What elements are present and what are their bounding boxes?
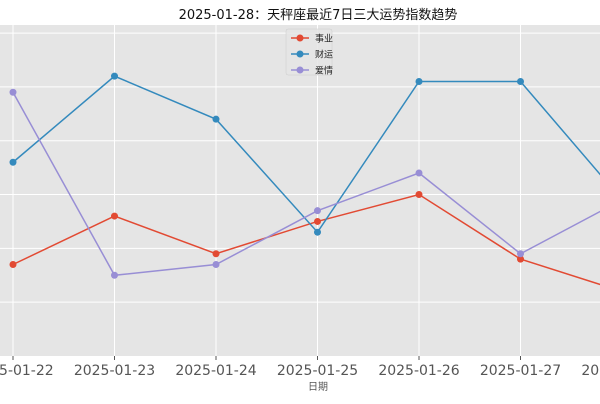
data-point	[213, 250, 220, 257]
data-point	[10, 159, 17, 166]
x-tick-label: 2025-01-25	[277, 363, 358, 379]
x-tick-label: 2025-01-22	[0, 363, 54, 379]
legend-label: 事业	[315, 33, 333, 45]
x-tick-label: 2025-01-28	[581, 363, 600, 379]
data-point	[111, 213, 118, 220]
x-tick-labels: 2025-01-22 2025-01-23 2025-01-24 2025-01-25…	[0, 363, 600, 379]
data-point	[416, 191, 423, 198]
x-tick-label: 2025-01-24	[175, 363, 256, 379]
x-axis-label: 日期	[308, 381, 328, 393]
data-point	[111, 73, 118, 80]
data-point	[314, 229, 321, 236]
legend-label: 爱情	[315, 65, 333, 77]
data-point	[213, 261, 220, 268]
legend-marker	[297, 67, 304, 74]
data-point	[111, 272, 118, 279]
chart-title: 2025-01-28：天秤座最近7日三大运势指数趋势	[179, 7, 458, 23]
data-point	[517, 78, 524, 85]
x-tick-label: 2025-01-23	[74, 363, 155, 379]
legend-label: 财运	[315, 49, 333, 61]
data-point	[517, 250, 524, 257]
data-point	[10, 261, 17, 268]
legend-marker	[297, 51, 304, 58]
x-tick-label: 2025-01-27	[480, 363, 561, 379]
data-point	[314, 218, 321, 225]
data-point	[314, 207, 321, 214]
data-point	[416, 78, 423, 85]
x-tick-label: 2025-01-26	[378, 363, 459, 379]
data-point	[416, 170, 423, 177]
legend-marker	[297, 35, 304, 42]
data-point	[10, 89, 17, 96]
data-point	[213, 116, 220, 123]
